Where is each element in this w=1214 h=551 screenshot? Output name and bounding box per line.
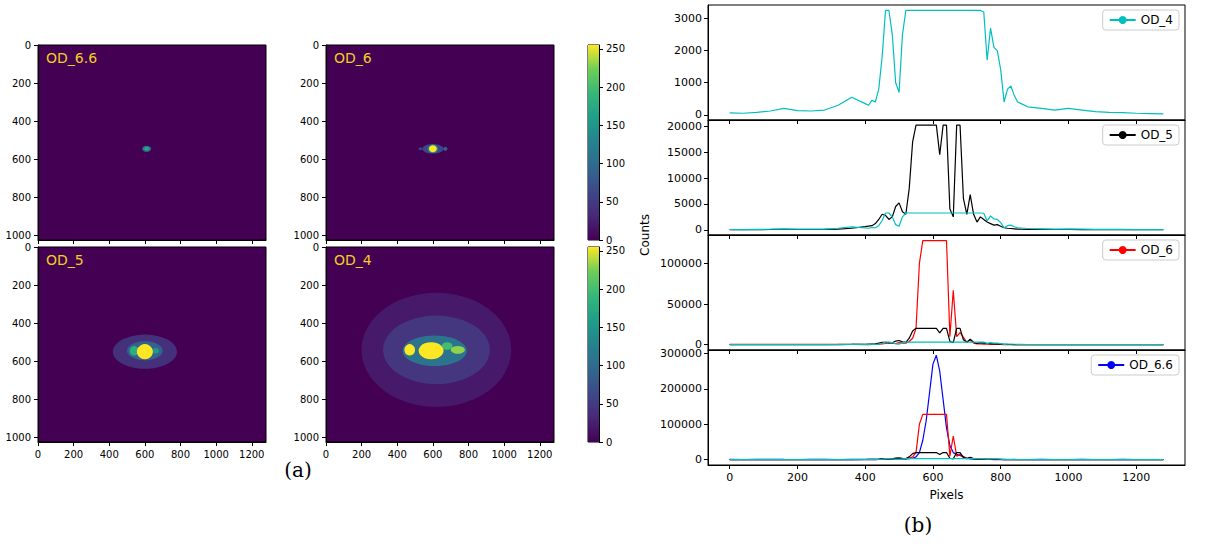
- svg-text:0: 0: [695, 108, 702, 122]
- svg-text:800: 800: [300, 394, 319, 405]
- svg-text:0: 0: [695, 453, 702, 466]
- svg-text:1000: 1000: [1054, 471, 1082, 484]
- svg-text:600: 600: [12, 356, 31, 367]
- svg-text:200: 200: [300, 280, 319, 291]
- svg-text:Counts: Counts: [638, 214, 652, 256]
- svg-text:OD_6.6: OD_6.6: [1129, 358, 1173, 372]
- svg-text:OD_4: OD_4: [1141, 13, 1173, 27]
- svg-text:400: 400: [12, 116, 31, 127]
- svg-text:Pixels: Pixels: [929, 488, 963, 502]
- svg-text:150: 150: [606, 120, 625, 131]
- svg-text:400: 400: [388, 449, 407, 460]
- svg-text:1200: 1200: [239, 449, 264, 460]
- svg-text:OD_4: OD_4: [334, 252, 372, 268]
- svg-text:100: 100: [606, 158, 625, 169]
- svg-text:0: 0: [35, 449, 41, 460]
- svg-text:200: 200: [12, 280, 31, 291]
- svg-text:600: 600: [300, 356, 319, 367]
- svg-text:200: 200: [300, 78, 319, 89]
- svg-text:600: 600: [423, 449, 442, 460]
- svg-text:200: 200: [352, 449, 371, 460]
- svg-text:1200: 1200: [527, 449, 552, 460]
- svg-text:200: 200: [12, 78, 31, 89]
- svg-text:400: 400: [300, 318, 319, 329]
- svg-text:100000: 100000: [660, 418, 702, 431]
- svg-text:200: 200: [64, 449, 83, 460]
- svg-text:1000: 1000: [203, 449, 228, 460]
- svg-text:0: 0: [606, 235, 612, 246]
- svg-text:800: 800: [12, 192, 31, 203]
- svg-text:(a): (a): [284, 458, 312, 482]
- svg-text:1000: 1000: [674, 76, 702, 89]
- svg-text:400: 400: [12, 318, 31, 329]
- svg-text:1000: 1000: [6, 230, 31, 241]
- svg-text:800: 800: [171, 449, 190, 460]
- svg-text:OD_6.6: OD_6.6: [46, 50, 97, 66]
- svg-text:1000: 1000: [294, 230, 319, 241]
- svg-text:5000: 5000: [674, 197, 702, 210]
- svg-text:(b): (b): [904, 513, 932, 537]
- svg-text:10000: 10000: [667, 172, 702, 185]
- svg-text:300000: 300000: [660, 347, 702, 360]
- svg-text:20000: 20000: [667, 120, 702, 133]
- svg-text:150: 150: [606, 322, 625, 333]
- svg-text:800: 800: [990, 471, 1011, 484]
- svg-text:0: 0: [726, 471, 733, 484]
- svg-text:250: 250: [606, 245, 625, 256]
- svg-text:0: 0: [606, 437, 612, 448]
- svg-text:1000: 1000: [294, 432, 319, 443]
- svg-text:800: 800: [459, 449, 478, 460]
- svg-text:0: 0: [695, 338, 702, 352]
- svg-text:50000: 50000: [667, 298, 702, 311]
- svg-text:0: 0: [323, 449, 329, 460]
- svg-text:OD_6: OD_6: [334, 50, 372, 66]
- svg-text:200: 200: [606, 82, 625, 93]
- svg-text:OD_5: OD_5: [1141, 128, 1173, 142]
- svg-text:400: 400: [100, 449, 119, 460]
- svg-text:OD_6: OD_6: [1141, 243, 1173, 257]
- svg-text:50: 50: [606, 398, 619, 409]
- svg-text:2000: 2000: [674, 44, 702, 57]
- svg-text:250: 250: [606, 43, 625, 54]
- svg-text:OD_5: OD_5: [46, 252, 84, 268]
- svg-text:15000: 15000: [667, 146, 702, 159]
- svg-text:600: 600: [922, 471, 943, 484]
- svg-text:0: 0: [25, 40, 31, 51]
- svg-text:600: 600: [135, 449, 154, 460]
- svg-text:1200: 1200: [1122, 471, 1150, 484]
- svg-text:800: 800: [12, 394, 31, 405]
- svg-text:400: 400: [300, 116, 319, 127]
- svg-text:600: 600: [300, 154, 319, 165]
- svg-text:0: 0: [25, 242, 31, 253]
- svg-text:400: 400: [855, 471, 876, 484]
- svg-text:200000: 200000: [660, 382, 702, 395]
- svg-text:100000: 100000: [660, 257, 702, 270]
- svg-text:1000: 1000: [6, 432, 31, 443]
- svg-text:800: 800: [300, 192, 319, 203]
- svg-text:600: 600: [12, 154, 31, 165]
- svg-text:0: 0: [695, 223, 702, 236]
- svg-text:50: 50: [606, 196, 619, 207]
- svg-text:3000: 3000: [674, 12, 702, 25]
- svg-text:1000: 1000: [491, 449, 516, 460]
- svg-text:200: 200: [606, 284, 625, 295]
- svg-text:0: 0: [313, 242, 319, 253]
- svg-text:100: 100: [606, 360, 625, 371]
- svg-text:0: 0: [313, 40, 319, 51]
- svg-text:200: 200: [787, 471, 808, 484]
